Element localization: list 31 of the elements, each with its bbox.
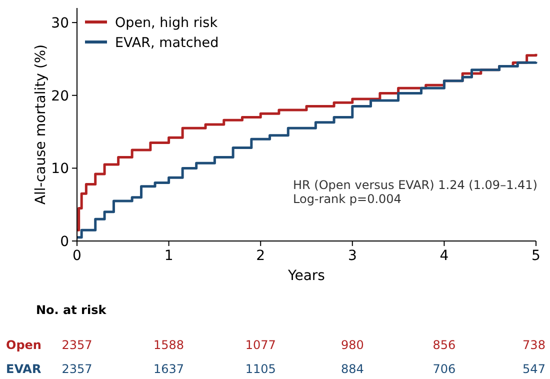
text: 856	[432, 338, 456, 352]
legend-label: Open, high risk	[115, 15, 218, 31]
text: 2357	[62, 338, 92, 352]
text: 1637	[154, 362, 184, 376]
y-tick-label: 30	[51, 16, 69, 32]
text: EVAR	[6, 362, 42, 376]
annotation: HR (Open versus EVAR) 1.24 (1.09–1.41)	[293, 178, 538, 192]
text: 1077	[245, 338, 276, 352]
y-tick-label: 0	[60, 234, 69, 250]
text: 738	[522, 338, 546, 352]
text: Open	[6, 338, 42, 352]
x-tick-label: 5	[532, 248, 540, 264]
x-tick-label: 2	[256, 248, 266, 264]
legend-label: EVAR, matched	[115, 35, 219, 51]
x-tick-label: 0	[72, 248, 82, 264]
text: No. at risk	[36, 303, 108, 317]
text: 2357	[62, 362, 92, 376]
text: 547	[522, 362, 546, 376]
annotation: Log-rank p=0.004	[293, 192, 402, 206]
text: 980	[340, 338, 364, 352]
text: 884	[340, 362, 364, 376]
x-axis-title: Years	[287, 268, 325, 284]
y-tick-label: 10	[51, 161, 69, 178]
x-tick-label: 3	[348, 248, 357, 264]
text: 706	[432, 362, 456, 376]
y-axis-title: All-cause mortality (%)	[33, 44, 49, 205]
text: 1105	[245, 362, 276, 376]
text: 1588	[154, 338, 184, 352]
y-tick-label: 20	[51, 88, 69, 104]
x-tick-label: 1	[164, 248, 174, 264]
x-tick-label: 4	[440, 248, 449, 264]
